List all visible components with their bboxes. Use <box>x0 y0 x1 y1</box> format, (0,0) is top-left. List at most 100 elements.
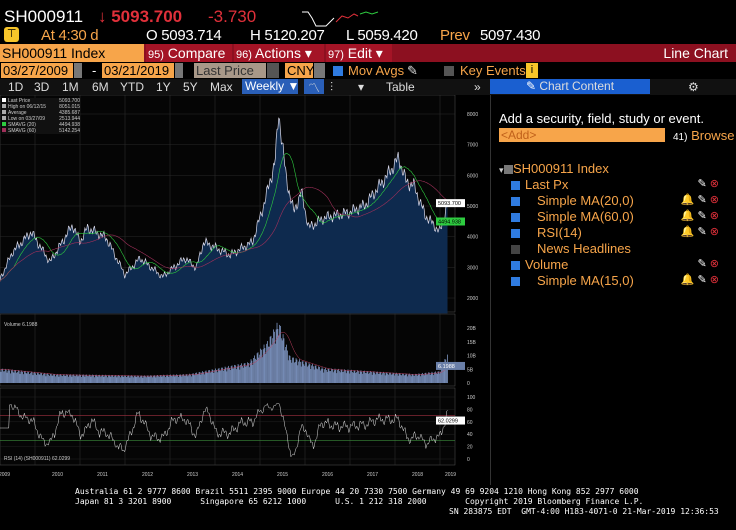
item-checkbox[interactable] <box>511 277 520 287</box>
key-events-checkbox[interactable] <box>444 66 454 76</box>
volume-bar <box>98 374 100 383</box>
pencil-icon[interactable]: ✎ <box>407 63 418 78</box>
item-checkbox[interactable] <box>511 197 520 207</box>
remove-icon[interactable]: ⊗ <box>709 226 719 238</box>
price-tick-label: 4000 <box>467 235 478 241</box>
content-item[interactable]: News Headlines <box>511 241 731 256</box>
volume-bar <box>155 377 157 383</box>
security-field[interactable]: SH000911 Index <box>0 44 144 62</box>
start-date-input[interactable]: 03/27/2009 <box>1 63 73 78</box>
calendar-icon[interactable] <box>175 63 183 78</box>
chart-legend: Last Price 5093.700 High on 06/12/15 8051.0… <box>2 98 80 134</box>
table-button[interactable]: Table <box>386 80 415 94</box>
item-checkbox[interactable] <box>511 261 520 271</box>
remove-icon[interactable]: ⊗ <box>709 258 719 270</box>
browse-button[interactable]: 41) Browse <box>673 128 734 143</box>
currency-select[interactable]: CNY <box>285 63 315 78</box>
period-1m[interactable]: 1M <box>62 80 79 94</box>
dropdown-icon[interactable]: ▾ <box>358 80 365 94</box>
content-item[interactable]: Volume ✎ ⊗ <box>511 257 731 272</box>
item-checkbox[interactable] <box>511 213 520 223</box>
volume-bar <box>36 372 38 383</box>
period-max[interactable]: Max <box>210 80 233 94</box>
item-checkbox[interactable] <box>511 229 520 239</box>
calendar-icon[interactable] <box>74 63 82 78</box>
volume-bar <box>154 375 156 383</box>
volume-bar <box>432 372 434 383</box>
chart-content-tab[interactable]: ✎ Chart Content <box>490 79 650 94</box>
add-input[interactable]: <Add> <box>499 128 665 142</box>
legend-label: Last Price <box>2 98 30 104</box>
bell-icon[interactable]: 🔔 <box>680 274 695 286</box>
bell-icon[interactable]: 🔔 <box>680 194 695 206</box>
volume-bar <box>67 374 68 383</box>
content-item[interactable]: ▾ SH000911 Index <box>499 161 609 176</box>
volume-bar <box>44 373 46 383</box>
content-item[interactable]: Simple MA(60,0) 🔔 ✎ ⊗ <box>511 209 731 224</box>
volume-bar <box>4 371 5 383</box>
volume-bar <box>245 366 247 383</box>
volume-bar <box>3 371 4 383</box>
field-select[interactable]: Last Price <box>194 63 266 78</box>
mov-avgs-checkbox[interactable] <box>333 66 343 76</box>
bar-chart-icon[interactable]: ⫶ <box>330 80 334 94</box>
pencil-icon[interactable]: ✎ <box>697 194 707 206</box>
frequency-select[interactable]: Weekly ▼ <box>242 79 299 94</box>
remove-icon[interactable]: ⊗ <box>709 194 719 206</box>
actions-button[interactable]: 96) Actions ▾ <box>234 44 324 62</box>
dropdown-icon[interactable] <box>267 63 279 78</box>
compare-button[interactable]: 95) Compare <box>146 44 232 62</box>
info-icon[interactable]: i <box>526 63 538 78</box>
ticker: SH000911 <box>4 7 84 26</box>
legend-label: SMAVG (20) <box>2 122 36 128</box>
period-3d[interactable]: 3D <box>34 80 50 94</box>
volume-bar <box>223 369 225 383</box>
edit-button[interactable]: 97) Edit ▾ <box>326 44 392 62</box>
volume-bar <box>156 375 158 383</box>
toolbar: SH000911 Index 95) Compare 96) Actions ▾… <box>0 44 736 62</box>
volume-bar <box>419 373 421 383</box>
remove-icon[interactable]: ⊗ <box>709 274 719 286</box>
volume-bar <box>15 370 17 383</box>
volume-bar <box>77 376 79 383</box>
content-item[interactable]: RSI(14) 🔔 ✎ ⊗ <box>511 225 731 240</box>
volume-tick-label: 0 <box>467 381 470 387</box>
period-5y[interactable]: 5Y <box>183 80 198 94</box>
volume-bar <box>184 375 185 383</box>
volume-bar <box>219 370 221 383</box>
volume-bar <box>137 375 139 383</box>
period-6m[interactable]: 6M <box>92 80 109 94</box>
period-1d[interactable]: 1D <box>8 80 24 94</box>
chart-type: Line Chart <box>663 45 728 61</box>
end-date-input[interactable]: 03/21/2019 <box>102 63 174 78</box>
bell-icon[interactable]: 🔔 <box>680 226 695 238</box>
chart-area[interactable]: 2000 3000 4000 5000 6000 7000 8000 0 5B 10B 15B 20B… <box>0 95 488 485</box>
expand-button[interactable]: » <box>474 80 481 94</box>
pencil-icon[interactable]: ✎ <box>697 178 707 190</box>
item-checkbox[interactable] <box>511 245 520 255</box>
content-item[interactable]: Last Px ✎ ⊗ <box>511 177 731 192</box>
dropdown-icon[interactable] <box>314 63 325 78</box>
item-checkbox[interactable] <box>511 181 520 191</box>
pencil-icon[interactable]: ✎ <box>697 210 707 222</box>
content-item[interactable]: Simple MA(20,0) 🔔 ✎ ⊗ <box>511 193 731 208</box>
remove-icon[interactable]: ⊗ <box>709 178 719 190</box>
line-chart-icon[interactable]: 〽 <box>304 79 324 95</box>
volume-bar <box>122 376 124 383</box>
item-checkbox[interactable] <box>503 165 513 175</box>
pencil-icon[interactable]: ✎ <box>697 258 707 270</box>
content-item[interactable]: Simple MA(15,0) 🔔 ✎ ⊗ <box>511 273 731 288</box>
price-tick-label: 3000 <box>467 265 478 271</box>
period-ytd[interactable]: YTD <box>120 80 144 94</box>
remove-icon[interactable]: ⊗ <box>709 210 719 222</box>
volume-bar <box>238 365 240 383</box>
period-1y[interactable]: 1Y <box>156 80 171 94</box>
gear-icon[interactable]: ⚙ <box>688 80 699 94</box>
volume-bar <box>401 375 403 383</box>
volume-bar <box>70 375 72 383</box>
bell-icon[interactable]: 🔔 <box>680 210 695 222</box>
volume-bar <box>268 346 270 383</box>
pencil-icon[interactable]: ✎ <box>697 226 707 238</box>
pencil-icon[interactable]: ✎ <box>697 274 707 286</box>
volume-bar <box>399 373 401 383</box>
